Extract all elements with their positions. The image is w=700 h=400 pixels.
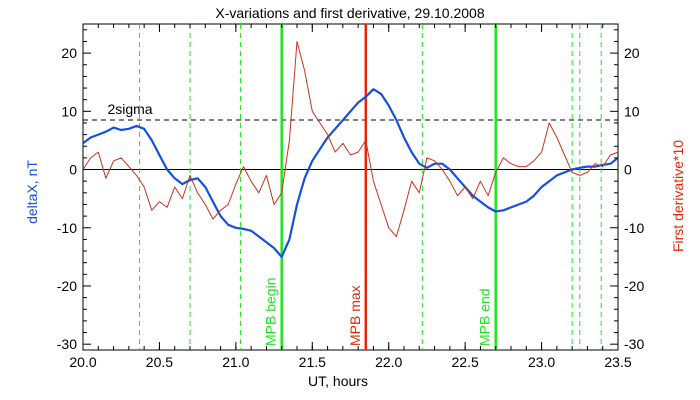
x-tick-label: 22.5 bbox=[452, 354, 479, 370]
x-tick-label: 23.0 bbox=[528, 354, 555, 370]
y-tick-label-left: 0 bbox=[69, 162, 77, 178]
series-line-deltax bbox=[82, 88, 619, 258]
x-tick-label: 21.0 bbox=[222, 354, 249, 370]
y-tick-label-left: 20 bbox=[61, 45, 77, 61]
y-tick-label-right: 20 bbox=[624, 45, 640, 61]
x-tick-label: 21.5 bbox=[299, 354, 326, 370]
event-label: MPB begin bbox=[263, 278, 279, 346]
event-label: MPB end bbox=[477, 288, 493, 346]
y-tick-label-right: -30 bbox=[624, 336, 644, 352]
sigma-label: 2sigma bbox=[107, 101, 152, 117]
y-tick-label-right: -10 bbox=[624, 220, 644, 236]
series-line-derivative bbox=[82, 41, 619, 237]
y-tick-label-left: 10 bbox=[61, 103, 77, 119]
x-tick-label: 22.0 bbox=[375, 354, 402, 370]
x-axis-label: UT, hours bbox=[308, 373, 368, 389]
y-tick-label-right: -20 bbox=[624, 278, 644, 294]
y-tick-label-left: -30 bbox=[57, 336, 77, 352]
x-tick-label: 20.0 bbox=[69, 354, 96, 370]
x-tick-label: 23.5 bbox=[604, 354, 631, 370]
chart-title: X-variations and first derivative, 29.10… bbox=[215, 5, 484, 21]
x-tick-label: 20.5 bbox=[146, 354, 173, 370]
plot-frame bbox=[82, 23, 619, 351]
y-tick-label-right: 0 bbox=[624, 162, 632, 178]
y-tick-label-left: -20 bbox=[57, 278, 77, 294]
y-axis-label-right: First derivative*10 bbox=[670, 140, 686, 252]
y-tick-label-right: 10 bbox=[624, 103, 640, 119]
y-axis-label-left: deltaX, nT bbox=[24, 160, 40, 224]
event-label: MPB max bbox=[347, 285, 363, 346]
y-tick-label-left: -10 bbox=[57, 220, 77, 236]
